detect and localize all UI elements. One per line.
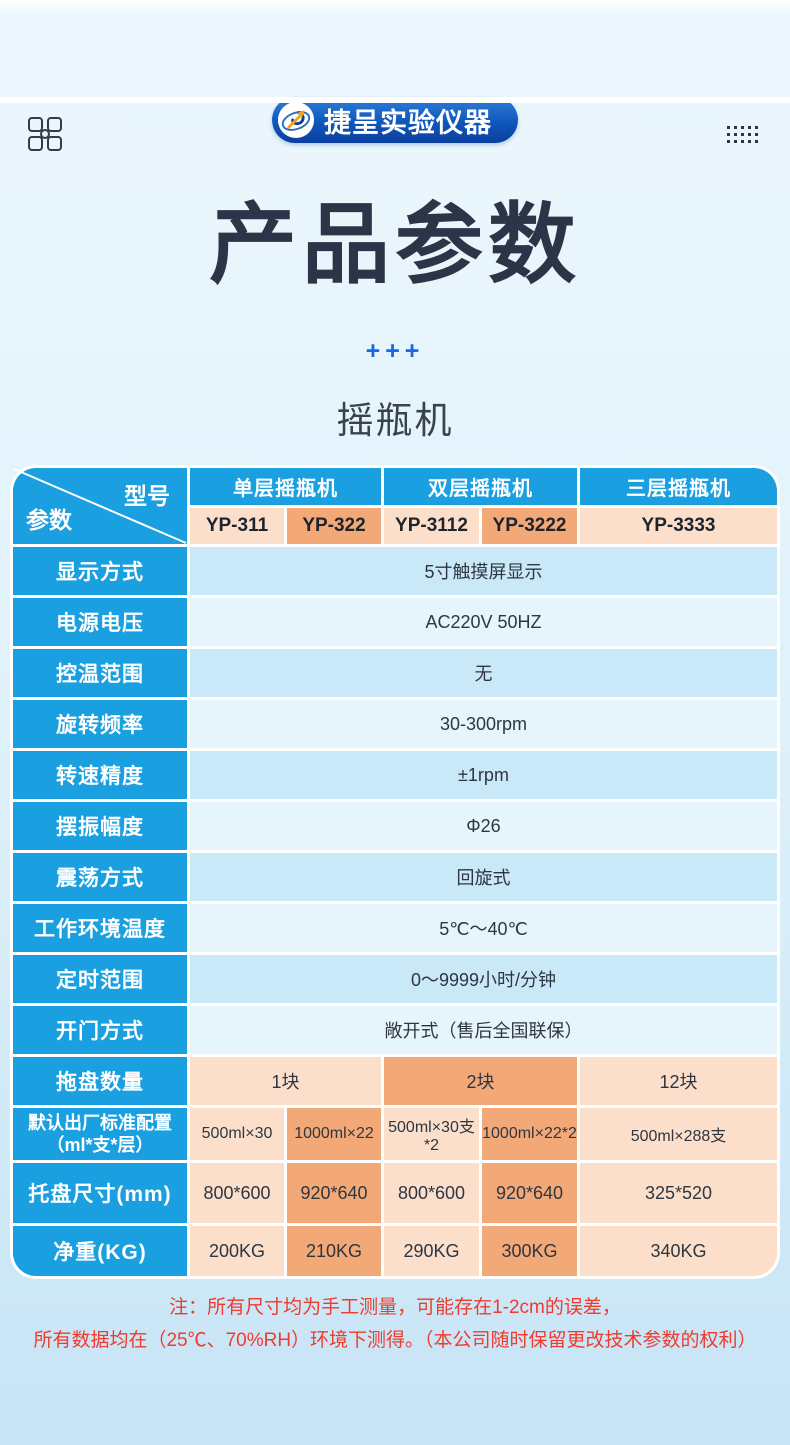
model-cell: YP-311 [190, 508, 284, 545]
spec-value-cell: 敞开式（售后全国联保） [190, 1006, 777, 1055]
spec-value-cell: 回旋式 [190, 853, 777, 902]
group-header-single: 单层摇瓶机 [190, 468, 381, 506]
config-label-cell: 默认出厂标准配置 （ml*支*层） [13, 1108, 187, 1161]
grid-squares-icon [28, 117, 62, 151]
brand-name: 捷呈实验仪器 [324, 107, 492, 138]
footnote: 注：所有尺寸均为手工测量，可能存在1-2cm的误差， 所有数据均在（25℃、70… [0, 1292, 790, 1357]
group-header-double: 双层摇瓶机 [384, 468, 577, 506]
weight-label-cell: 净重(KG) [13, 1226, 187, 1277]
weight-cell: 300KG [482, 1226, 577, 1277]
config-cell: 1000ml×22*2 [482, 1108, 577, 1161]
dots-grid-icon [727, 126, 758, 143]
tray-count-cell: 1块 [190, 1057, 381, 1106]
model-cell: YP-3333 [580, 508, 777, 545]
model-cell: YP-3222 [482, 508, 577, 545]
weight-cell: 340KG [580, 1226, 777, 1277]
spec-value-cell: 5寸触摸屏显示 [190, 547, 777, 596]
spec-value-cell: Φ26 [190, 802, 777, 851]
spec-table: 型号 参数 单层摇瓶机 双层摇瓶机 三层摇瓶机 YP-311 YP-322 YP… [10, 465, 780, 1280]
spec-label-cell: 旋转频率 [13, 700, 187, 749]
corner-cell: 型号 参数 [13, 468, 187, 545]
spec-label-cell: 显示方式 [13, 547, 187, 596]
config-cell: 500ml×30支*2 [384, 1108, 479, 1161]
tray-size-cell: 920*640 [287, 1163, 381, 1224]
tray-size-label-cell: 托盘尺寸(mm) [13, 1163, 187, 1224]
tray-size-cell: 920*640 [482, 1163, 577, 1224]
spec-label-cell: 转速精度 [13, 751, 187, 800]
config-cell: 1000ml×22 [287, 1108, 381, 1161]
spec-value-cell: 无 [190, 649, 777, 698]
spec-value-cell: 30-300rpm [190, 700, 777, 749]
group-header-triple: 三层摇瓶机 [580, 468, 777, 506]
footnote-line1: 注：所有尺寸均为手工测量，可能存在1-2cm的误差， [169, 1297, 621, 1319]
page-top-margin [0, 97, 790, 103]
tray-count-label-cell: 拖盘数量 [13, 1057, 187, 1106]
grid-center-dot [40, 129, 50, 139]
weight-cell: 210KG [287, 1226, 381, 1277]
config-label-line1: 默认出厂标准配置 [28, 1112, 172, 1133]
spec-label-cell: 工作环境温度 [13, 904, 187, 953]
product-subtitle: 摇瓶机 [336, 400, 454, 442]
plus-divider: +++ [365, 337, 425, 366]
spec-value-cell: ±1rpm [190, 751, 777, 800]
brand-logo-icon [277, 101, 315, 139]
spec-label-cell: 控温范围 [13, 649, 187, 698]
config-label-line2: （ml*支*层） [46, 1135, 154, 1156]
tray-count-cell: 2块 [384, 1057, 577, 1106]
brand-badge: 捷呈实验仪器 [272, 97, 518, 143]
footnote-line2: 所有数据均在（25℃、70%RH）环境下测得。（本公司随时保留更改技术参数的权利… [33, 1329, 757, 1351]
corner-bottom-label: 参数 [26, 507, 72, 534]
tray-size-cell: 800*600 [384, 1163, 479, 1224]
weight-cell: 200KG [190, 1226, 284, 1277]
spec-label-cell: 震荡方式 [13, 853, 187, 902]
spec-value-cell: 0～9999小时/分钟 [190, 955, 777, 1004]
spec-value-cell: AC220V 50HZ [190, 598, 777, 647]
config-cell: 500ml×288支 [580, 1108, 777, 1161]
model-cell: YP-3112 [384, 508, 479, 545]
model-cell: YP-322 [287, 508, 381, 545]
config-cell: 500ml×30 [190, 1108, 284, 1161]
page-title: 产品参数 [208, 195, 581, 294]
tray-count-cell: 12块 [580, 1057, 777, 1106]
spec-label-cell: 摆振幅度 [13, 802, 187, 851]
diagonal-line [13, 468, 187, 545]
spec-label-cell: 定时范围 [13, 955, 187, 1004]
spec-label-cell: 电源电压 [13, 598, 187, 647]
weight-cell: 290KG [384, 1226, 479, 1277]
tray-size-cell: 800*600 [190, 1163, 284, 1224]
corner-top-label: 型号 [124, 483, 170, 510]
tray-size-cell: 325*520 [580, 1163, 777, 1224]
spec-label-cell: 开门方式 [13, 1006, 187, 1055]
spec-value-cell: 5℃～40℃ [190, 904, 777, 953]
